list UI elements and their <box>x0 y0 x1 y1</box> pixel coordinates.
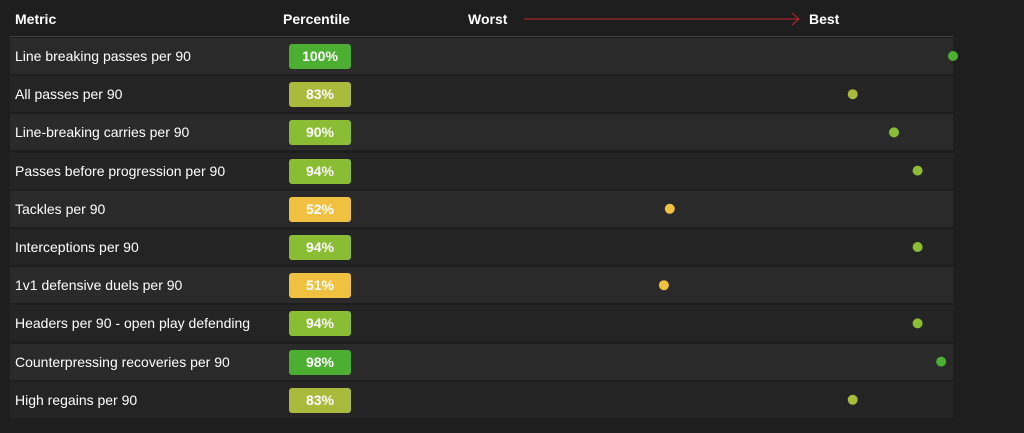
track-lines <box>363 55 953 401</box>
percentile-badge: 90% <box>289 120 351 146</box>
percentile-dots <box>658 51 958 405</box>
percentile-dot <box>658 280 669 291</box>
percentile-badge: 52% <box>289 196 351 222</box>
percentile-badge: 94% <box>289 235 351 260</box>
percentile-dot <box>847 394 858 405</box>
percentile-badge: 83% <box>289 387 351 413</box>
metric-label: Line-breaking carries per 90 <box>15 124 190 141</box>
metric-label: Passes before progression per 90 <box>15 162 226 179</box>
metric-label: Line breaking passes per 90 <box>15 48 191 64</box>
percentile-dot <box>912 318 923 329</box>
percentile-dot <box>912 242 923 252</box>
percentile-badge: 98% <box>289 349 351 375</box>
metric-label: Counterpressing recoveries per 90 <box>15 353 230 370</box>
percentile-dot <box>664 203 675 214</box>
metric-label: Tackles per 90 <box>15 200 106 217</box>
percentile-badge: 100% <box>289 44 351 69</box>
percentile-dot <box>912 165 923 176</box>
table-header: Metric Percentile Worst Best <box>0 0 1024 37</box>
best-label: Best <box>809 11 840 27</box>
metric-column-header: Metric <box>15 11 57 27</box>
worst-label: Worst <box>468 11 508 27</box>
header-divider <box>10 36 953 37</box>
percentile-dot <box>889 127 899 138</box>
metric-label: All passes per 90 <box>15 86 123 103</box>
metric-label: Headers per 90 - open play defending <box>15 315 251 332</box>
percentile-badge: 51% <box>289 273 351 299</box>
percentile-dot <box>936 356 947 367</box>
percentile-column-header: Percentile <box>283 11 350 27</box>
metric-label: High regains per 90 <box>15 391 138 408</box>
percentile-badge: 94% <box>289 311 351 337</box>
worst-to-best-arrow-icon <box>524 12 800 26</box>
percentile-badge: 94% <box>289 158 351 184</box>
metric-label: 1v1 defensive duels per 90 <box>15 277 183 294</box>
percentile-dot <box>847 89 858 100</box>
percentile-badge: 83% <box>289 82 351 108</box>
metric-label: Interceptions per 90 <box>15 239 139 255</box>
percentile-dot <box>948 51 958 61</box>
